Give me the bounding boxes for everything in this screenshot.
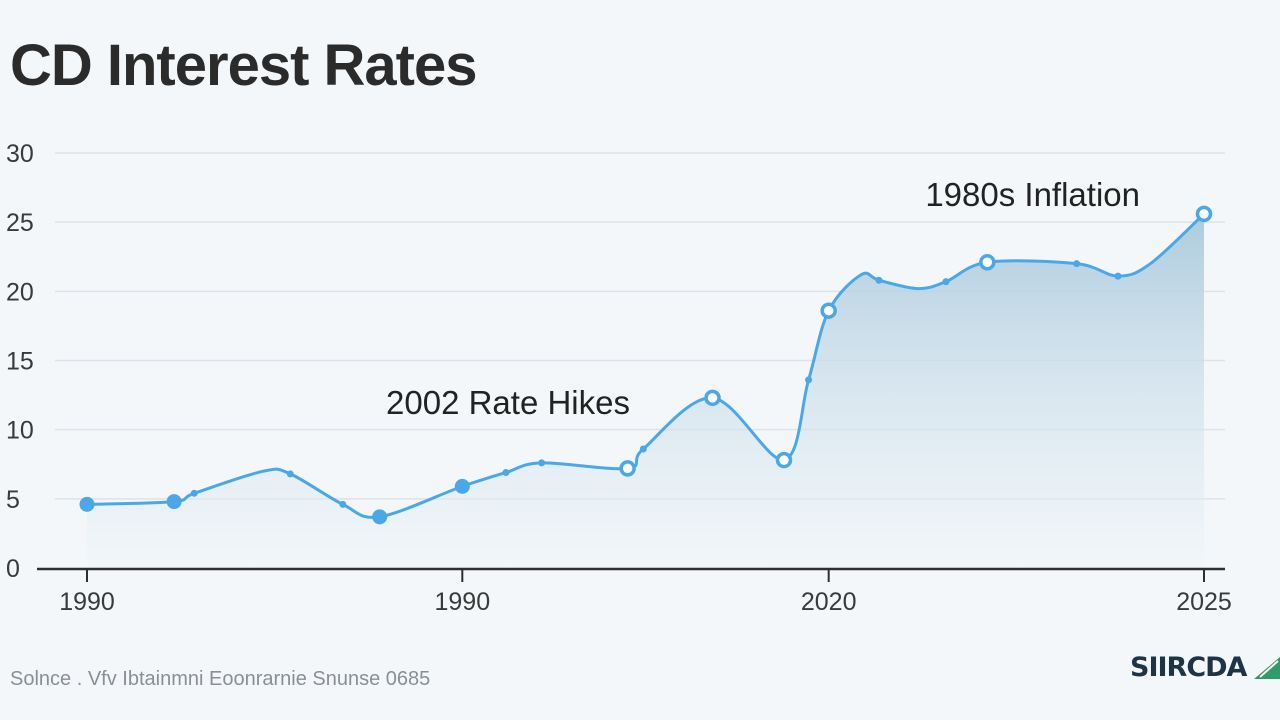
x-tick-label: 1990 [434,588,490,616]
x-tick-label: 2020 [801,588,857,616]
data-point [979,254,996,271]
data-point [1114,272,1122,280]
y-tick-label: 5 [6,486,20,514]
y-tick-label: 10 [6,417,34,445]
x-axis-ticks: 1990 1990 2020 2025 [59,568,1232,616]
brand-name: SIIRCDA [1130,652,1247,683]
data-point [339,500,347,508]
brand-logo: SIIRCDA [1130,652,1280,683]
data-point [166,494,182,510]
data-point [372,509,388,525]
x-tick-label: 1990 [59,588,115,616]
data-point [619,460,636,477]
y-axis-ticks: 0 5 10 15 20 25 30 [6,140,34,583]
y-tick-label: 30 [6,140,34,168]
y-tick-label: 25 [6,209,34,237]
data-point [1195,205,1213,223]
chart-title: CD Interest Rates [10,33,477,98]
y-tick-label: 20 [6,278,34,306]
data-point [286,470,294,478]
annotation-label: 2002 Rate Hikes [386,384,630,421]
x-tick-label: 2025 [1176,588,1232,616]
data-point [775,451,793,469]
y-tick-label: 15 [6,348,34,376]
data-point [639,445,647,453]
data-point [79,496,95,512]
data-point [1073,260,1081,268]
series-area-fill [87,213,1204,568]
data-points [79,205,1213,525]
data-point [502,469,510,477]
green-triangle-icon [1254,656,1280,679]
data-point [704,389,721,407]
annotation-label: 1980s Inflation [925,176,1140,213]
data-point [942,278,950,286]
y-tick-label: 0 [6,555,20,583]
data-point [454,478,470,494]
annotations: 1980s Inflation 2002 Rate Hikes [386,176,1140,421]
data-point [820,302,837,319]
data-point [805,376,813,384]
data-point [190,489,198,497]
data-point [538,459,546,467]
source-note: Solnce . Vfv Ibtainmni Eoonrarnie Snunse… [10,668,431,690]
data-point [875,276,883,284]
